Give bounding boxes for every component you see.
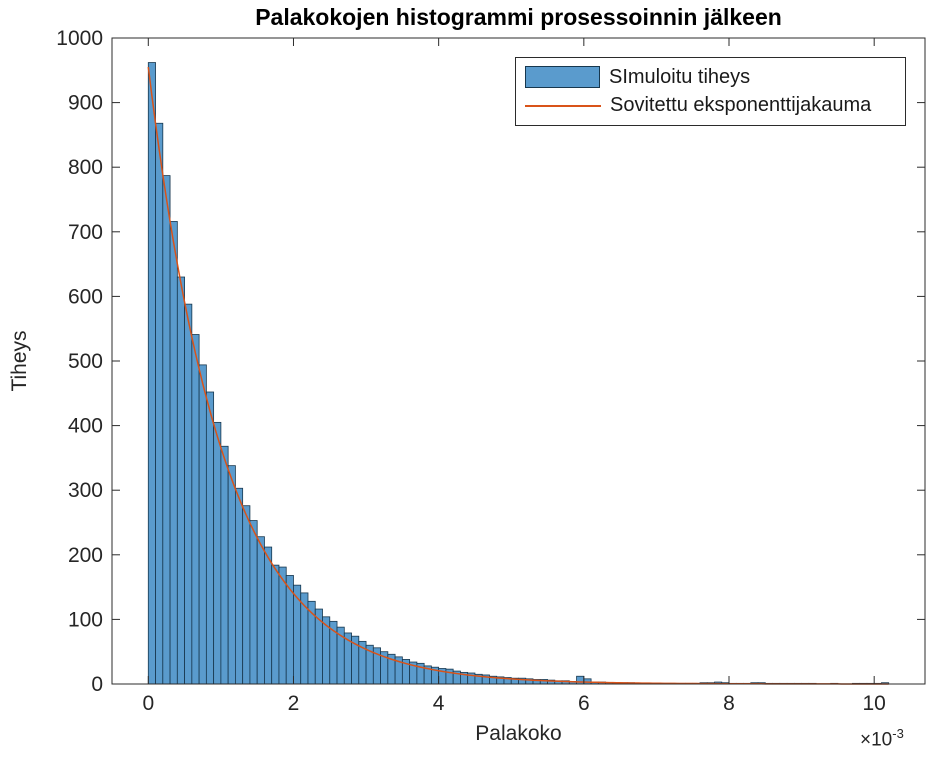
y-tick-label: 0 [91, 673, 103, 696]
x-axis-multiplier: ×10-3 [860, 726, 904, 751]
y-axis-label: Tiheys [8, 330, 31, 392]
y-tick-label: 300 [68, 479, 103, 502]
histogram-bar [184, 303, 193, 685]
histogram-bar [147, 62, 156, 685]
multiplier-exponent: -3 [892, 726, 904, 741]
y-tick-label: 200 [68, 544, 103, 567]
histogram-bar [249, 520, 258, 685]
y-tick-label: 800 [68, 156, 103, 179]
histogram-bar [234, 487, 244, 685]
legend-item-simulated: SImuloitu tiheys [516, 66, 905, 89]
histogram-bar [198, 364, 207, 685]
histogram-series [147, 62, 890, 685]
histogram-bar [256, 536, 265, 685]
x-tick-label: 8 [723, 692, 735, 715]
histogram-bar [169, 221, 178, 685]
legend-box: SImuloitu tiheys Sovitettu eksponenttija… [515, 57, 906, 126]
histogram-bar [264, 546, 273, 685]
histogram-bar [191, 334, 200, 685]
x-tick-label: 4 [433, 692, 445, 715]
y-tick-label: 500 [68, 350, 103, 373]
x-tick-label: 6 [578, 692, 590, 715]
histogram-bar [576, 675, 585, 685]
histogram-bar [278, 566, 287, 685]
y-tick-label: 400 [68, 415, 103, 438]
x-axis-label: Palakoko [475, 722, 562, 745]
histogram-bar [155, 122, 164, 685]
y-tick-label: 900 [68, 92, 103, 115]
histogram-bar [220, 445, 229, 685]
histogram-bar [176, 276, 185, 685]
histogram-bar [227, 465, 236, 685]
y-tick-label: 600 [68, 285, 103, 308]
histogram-bar [242, 505, 251, 685]
y-tick-label: 100 [68, 608, 103, 631]
legend-label-fit: Sovitettu eksponenttijakauma [610, 94, 872, 117]
histogram-bar [162, 175, 171, 685]
legend-item-fit: Sovitettu eksponenttijakauma [516, 94, 905, 117]
histogram-bar [314, 608, 323, 685]
histogram-bar [271, 564, 280, 685]
histogram-bar [213, 421, 222, 685]
histogram-bar [205, 391, 215, 685]
y-tick-label: 700 [68, 221, 103, 244]
x-tick-label: 2 [288, 692, 300, 715]
y-tick-label: 1000 [56, 27, 103, 50]
x-tick-label: 0 [142, 692, 154, 715]
multiplier-base: ×10 [860, 729, 893, 751]
x-tick-label: 10 [863, 692, 886, 715]
chart-title: Palakokojen histogrammi prosessoinnin jä… [255, 4, 782, 30]
legend-label-simulated: SImuloitu tiheys [609, 65, 751, 88]
legend-swatch-fit-line [525, 104, 601, 107]
legend-swatch-histogram [525, 66, 600, 89]
